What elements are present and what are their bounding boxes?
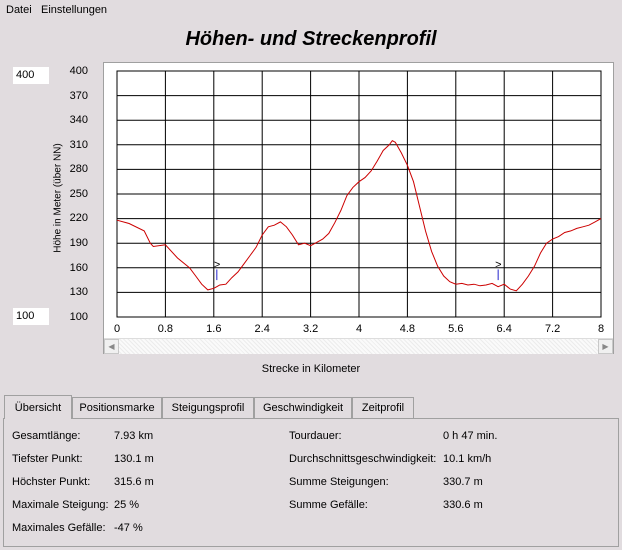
x-tick-label: 4.8 — [400, 323, 415, 335]
y-max-input[interactable]: 400 — [13, 67, 49, 84]
summary-value-max-descent: -47 % — [114, 522, 143, 534]
menu-settings[interactable]: Einstellungen — [41, 4, 108, 16]
scroll-right-icon[interactable]: ▶ — [598, 339, 613, 354]
x-axis-label: Strecke in Kilometer — [0, 363, 622, 375]
y-tick-label: 160 — [69, 262, 88, 274]
tab-speed[interactable]: Geschwindigkeit — [254, 397, 352, 418]
summary-label-highest: Höchster Punkt: — [12, 476, 91, 488]
tab-overview[interactable]: Übersicht — [4, 395, 72, 419]
summary-label-lowest: Tiefster Punkt: — [12, 453, 83, 465]
x-tick-label: 8 — [598, 323, 604, 335]
x-tick-label: 1.6 — [206, 323, 221, 335]
x-tick-label: 4 — [356, 323, 362, 335]
elevation-line — [116, 140, 602, 292]
elevation-chart: 0 0.8 1.6 2.4 3.2 4 4.8 5.6 6.4 7.2 8 > > — [114, 70, 604, 335]
x-axis-label-text: Strecke in Kilometer — [261, 363, 361, 375]
y-tick-label: 130 — [69, 286, 88, 298]
x-tick-label: 7.2 — [545, 323, 560, 335]
x-tick-label: 2.4 — [255, 323, 270, 335]
y-min-input[interactable]: 100 — [13, 308, 49, 325]
summary-value-duration: 0 h 47 min. — [443, 430, 498, 442]
summary-value-highest: 315.6 m — [114, 476, 154, 488]
x-tick-label: 0 — [114, 323, 120, 335]
y-tick-label: 100 — [69, 311, 88, 323]
summary-value-avg-speed: 10.1 km/h — [443, 453, 492, 465]
tab-time-profile[interactable]: Zeitprofil — [352, 397, 414, 418]
summary-value-max-climb: 25 % — [114, 499, 140, 511]
overview-panel: Gesamtlänge: 7.93 km Tiefster Punkt: 130… — [3, 418, 619, 547]
menu-file[interactable]: Datei — [6, 4, 32, 16]
y-tick-label: 280 — [69, 163, 88, 175]
x-tick-label: 3.2 — [303, 323, 318, 335]
y-tick-label: 340 — [69, 114, 88, 126]
y-tick-label: 250 — [69, 188, 88, 200]
tab-gradient-profile[interactable]: Steigungsprofil — [162, 397, 254, 418]
summary-label-total-ascent: Summe Steigungen: — [289, 476, 389, 488]
menu-bar: Datei Einstellungen — [0, 0, 622, 20]
marker-label: > — [495, 259, 501, 271]
summary-value-total-ascent: 330.7 m — [443, 476, 483, 488]
y-tick-label: 190 — [69, 237, 88, 249]
x-tick-label: 5.6 — [448, 323, 463, 335]
summary-label-duration: Tourdauer: — [289, 430, 342, 442]
x-tick-label: 6.4 — [497, 323, 512, 335]
summary-label-max-descent: Maximales Gefälle: — [12, 522, 106, 534]
y-tick-label: 310 — [69, 139, 88, 151]
scroll-left-icon[interactable]: ◀ — [104, 339, 119, 354]
summary-label-total-descent: Summe Gefälle: — [289, 499, 368, 511]
summary-label-length: Gesamtlänge: — [12, 430, 81, 442]
summary-label-avg-speed: Durchschnittsgeschwindigkeit: — [289, 453, 437, 465]
summary-value-length: 7.93 km — [114, 430, 154, 442]
page-title: Höhen- und Streckenprofil — [185, 28, 437, 50]
summary-value-total-descent: 330.6 m — [443, 499, 483, 511]
chart-scrollbar[interactable]: ◀ ▶ — [104, 338, 613, 354]
tab-position-marker[interactable]: Positionsmarke — [72, 397, 162, 418]
y-tick-label: 370 — [69, 90, 88, 102]
x-tick-label: 0.8 — [158, 323, 173, 335]
summary-label-max-climb: Maximale Steigung: — [12, 499, 109, 511]
marker-label: > — [214, 259, 220, 271]
summary-value-lowest: 130.1 m — [114, 453, 154, 465]
y-tick-label: 400 — [69, 65, 88, 77]
y-tick-label: 220 — [69, 212, 88, 224]
